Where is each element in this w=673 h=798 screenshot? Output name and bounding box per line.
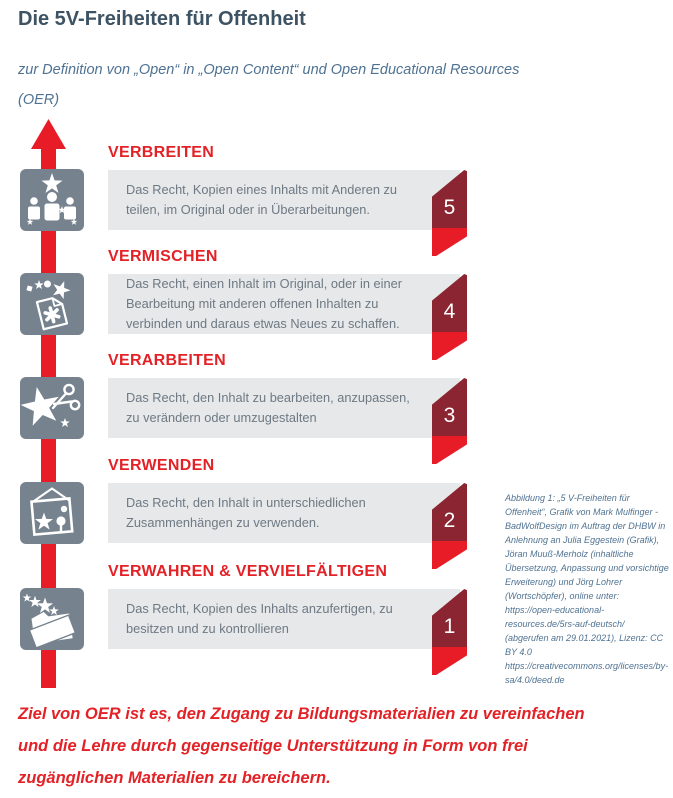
freedom-row-vermischen: VERMISCHEN Das Recht, einen Inhalt im Or…: [0, 248, 673, 368]
freedom-heading: VERARBEITEN: [108, 352, 226, 369]
freedom-heading: VERWAHREN & VERVIELFÄLTIGEN: [108, 563, 388, 580]
freedom-heading: VERBREITEN: [108, 144, 215, 161]
number-ribbon-tail: [432, 647, 467, 675]
freedom-row-verarbeiten: VERARBEITEN Das Recht, den Inhalt zu bea…: [0, 352, 673, 472]
freedom-heading: VERMISCHEN: [108, 248, 218, 265]
star-scissors-icon: [20, 377, 84, 439]
freedom-number: 5: [443, 196, 456, 219]
folder-stars-icon: [20, 588, 84, 650]
freedom-textbox: Das Recht, Kopien des Inhalts anzufertig…: [108, 589, 460, 649]
freedom-description: Das Recht, den Inhalt zu bearbeiten, anz…: [126, 390, 410, 425]
page-subtitle: zur Definition von „Open“ in „Open Conte…: [18, 62, 520, 108]
freedom-row-verbreiten: VERBREITEN Das Recht, Kopien eines Inhal…: [0, 144, 673, 264]
figure-caption: Abbildung 1: „5 V-Freiheiten für Offenhe…: [505, 493, 669, 685]
freedom-textbox: Das Recht, den Inhalt zu bearbeiten, anz…: [108, 378, 460, 438]
freedom-row-verwahren: VERWAHREN & VERVIELFÄLTIGEN Das Recht, K…: [0, 563, 673, 683]
freedom-number: 2: [443, 509, 456, 532]
freedom-number: 3: [443, 404, 456, 427]
freedom-number: 4: [443, 300, 456, 323]
freedom-description: Das Recht, einen Inhalt im Original, ode…: [126, 276, 402, 331]
freedom-description: Das Recht, Kopien eines Inhalts mit Ande…: [126, 182, 398, 217]
mix-document-icon: [20, 273, 84, 335]
freedom-heading: VERWENDEN: [108, 457, 215, 474]
freedom-number: 1: [443, 615, 456, 638]
share-people-icon: [20, 169, 84, 231]
freedom-textbox: Das Recht, einen Inhalt im Original, ode…: [108, 274, 460, 334]
freedom-description: Das Recht, den Inhalt in unterschiedlich…: [126, 495, 366, 530]
freedom-row-verwenden: VERWENDEN Das Recht, den Inhalt in unter…: [0, 457, 673, 577]
freedom-textbox: Das Recht, den Inhalt in unterschiedlich…: [108, 483, 460, 543]
freedom-description: Das Recht, Kopien des Inhalts anzufertig…: [126, 601, 393, 636]
page-title: Die 5V-Freiheiten für Offenheit: [18, 8, 306, 30]
freedom-textbox: Das Recht, Kopien eines Inhalts mit Ande…: [108, 170, 460, 230]
picture-frame-icon: [20, 482, 84, 544]
oer-goal-statement: Ziel von OER ist es, den Zugang zu Bildu…: [18, 705, 585, 787]
